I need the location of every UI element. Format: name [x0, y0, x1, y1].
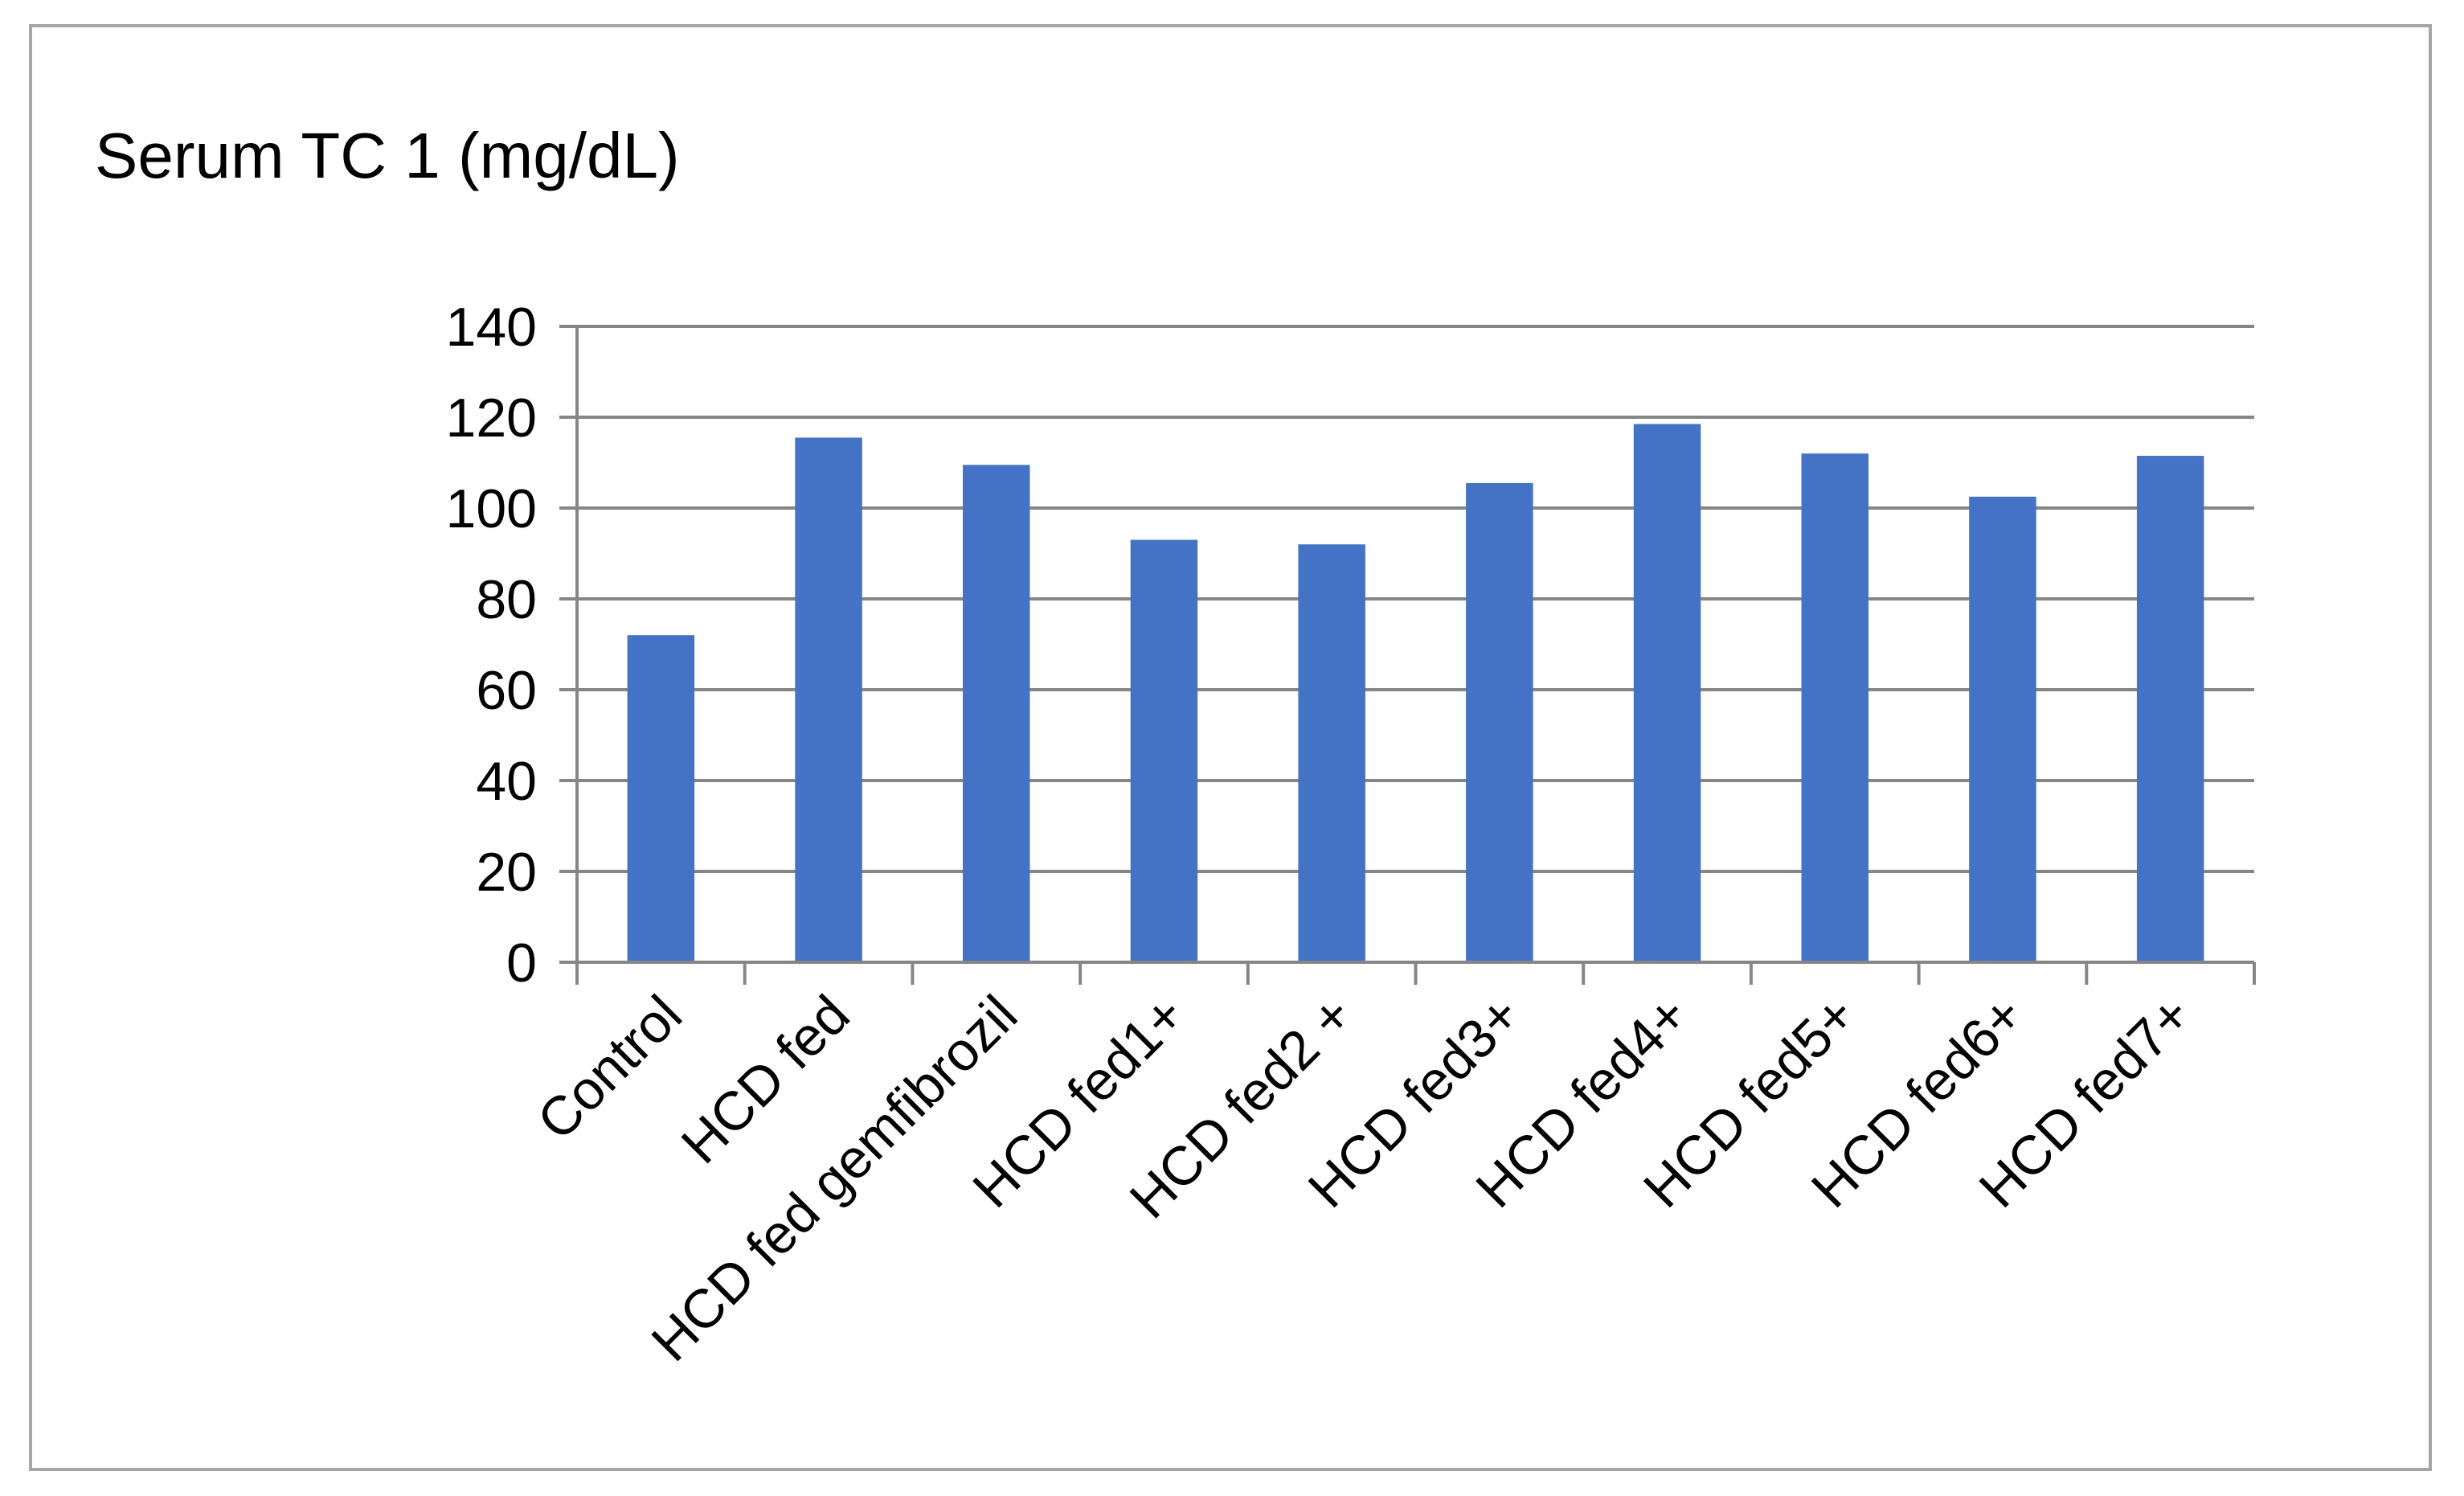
y-tick-label: 100: [446, 478, 537, 539]
y-tick-label: 120: [446, 387, 537, 449]
y-tick-label: 20: [476, 842, 537, 903]
bar-9: [2136, 456, 2204, 962]
y-tick-label: 40: [476, 751, 537, 812]
bar-7: [1801, 453, 1868, 962]
chart-title: Serum TC 1 (mg/dL): [95, 120, 680, 191]
bar-8: [1969, 496, 2036, 962]
bar-3: [1130, 539, 1198, 962]
bar-6: [1633, 424, 1701, 962]
y-tick-label: 80: [476, 569, 537, 630]
y-tick-label: 0: [506, 932, 537, 994]
bar-0: [627, 635, 695, 962]
bars: [627, 424, 2204, 962]
bar-2: [963, 465, 1030, 962]
x-category-label: Control: [526, 984, 694, 1152]
y-tick-label: 60: [476, 660, 537, 721]
y-tick-label: 140: [446, 297, 537, 358]
axes: [559, 325, 2256, 985]
bar-1: [795, 437, 862, 962]
bar-4: [1298, 544, 1365, 962]
bar-5: [1466, 482, 1533, 962]
y-tick-labels: 0 20 40 60 80 100 120 140: [446, 297, 537, 994]
